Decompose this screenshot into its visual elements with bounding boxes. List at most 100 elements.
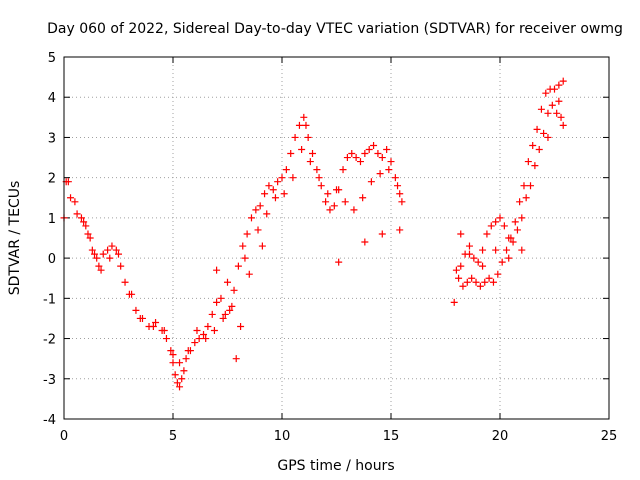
data-point — [95, 262, 103, 270]
data-point — [280, 190, 288, 198]
data-point — [544, 109, 552, 117]
data-point — [99, 250, 107, 258]
data-point — [359, 194, 367, 202]
data-point — [230, 286, 238, 294]
data-point — [465, 242, 473, 250]
data-point — [178, 375, 186, 383]
data-point — [295, 121, 303, 129]
data-point — [494, 270, 502, 278]
data-point — [396, 190, 404, 198]
data-point — [374, 150, 382, 158]
data-point — [67, 194, 75, 202]
data-point — [258, 242, 266, 250]
data-point — [315, 174, 323, 182]
data-point — [356, 158, 364, 166]
axis-ticks: 0 5 10 15 20 25 -4 -3 -2 -1 0 1 2 3 4 5 — [43, 51, 617, 444]
data-point — [261, 190, 269, 198]
data-point — [398, 198, 406, 206]
data-point — [529, 141, 537, 149]
data-point — [559, 121, 567, 129]
data-point — [313, 166, 321, 174]
data-point — [256, 202, 264, 210]
data-point — [503, 246, 511, 254]
data-point — [533, 125, 541, 133]
data-point — [468, 274, 476, 282]
data-point — [333, 186, 340, 194]
data-point — [557, 113, 565, 121]
data-point — [339, 166, 347, 174]
data-point — [269, 186, 277, 194]
data-point — [278, 174, 286, 182]
data-point — [226, 306, 234, 314]
x-tick-label: 15 — [383, 429, 400, 444]
data-point — [522, 194, 530, 202]
data-point — [452, 266, 460, 274]
data-point — [527, 182, 535, 190]
data-point — [343, 154, 351, 162]
data-point — [162, 335, 170, 343]
x-tick-label: 10 — [274, 429, 291, 444]
data-point — [204, 322, 212, 330]
data-point — [476, 282, 484, 290]
data-point — [516, 198, 524, 206]
data-point — [367, 178, 375, 186]
data-point — [352, 154, 360, 162]
data-point — [241, 254, 249, 262]
data-point — [210, 327, 218, 335]
x-tick-label: 25 — [601, 429, 618, 444]
y-tick-label: 2 — [48, 172, 56, 187]
data-point — [298, 146, 306, 154]
data-point — [200, 331, 208, 339]
data-point — [128, 290, 136, 298]
data-point — [167, 347, 175, 355]
data-points — [60, 77, 567, 391]
data-point — [213, 266, 221, 274]
data-point — [228, 302, 236, 310]
data-point — [481, 278, 489, 286]
data-point — [500, 222, 508, 230]
data-point — [73, 210, 81, 218]
data-point — [104, 246, 112, 254]
data-point — [457, 262, 465, 270]
data-point — [195, 335, 203, 343]
data-point — [86, 234, 94, 242]
data-point — [542, 89, 550, 97]
data-point — [463, 278, 471, 286]
data-point — [254, 226, 262, 234]
y-tick-label: -1 — [43, 292, 56, 307]
grid-lines — [64, 57, 609, 419]
data-point — [160, 327, 168, 335]
data-point — [182, 355, 190, 363]
plot-frame — [63, 56, 610, 420]
data-point — [176, 359, 184, 367]
data-point — [176, 383, 184, 391]
data-point — [492, 246, 500, 254]
data-point — [263, 210, 271, 218]
data-point — [361, 150, 369, 158]
data-point — [88, 246, 96, 254]
data-point — [149, 322, 157, 330]
y-tick-label: 4 — [48, 91, 56, 106]
data-point — [180, 367, 188, 375]
data-point — [350, 206, 358, 214]
data-point — [457, 230, 465, 238]
data-point — [378, 230, 386, 238]
data-point — [274, 178, 282, 186]
data-point — [383, 146, 391, 154]
data-point — [553, 109, 561, 117]
data-point — [300, 113, 308, 121]
data-point — [505, 234, 513, 242]
data-point — [479, 262, 487, 270]
data-point — [289, 174, 297, 182]
data-point — [224, 278, 231, 286]
data-point — [247, 214, 255, 222]
data-point — [152, 318, 160, 326]
x-tick-label: 20 — [492, 429, 509, 444]
data-point — [472, 278, 480, 286]
data-point — [544, 133, 552, 141]
data-point — [341, 198, 349, 206]
data-point — [385, 166, 393, 174]
data-point — [391, 174, 399, 182]
data-point — [540, 129, 548, 137]
